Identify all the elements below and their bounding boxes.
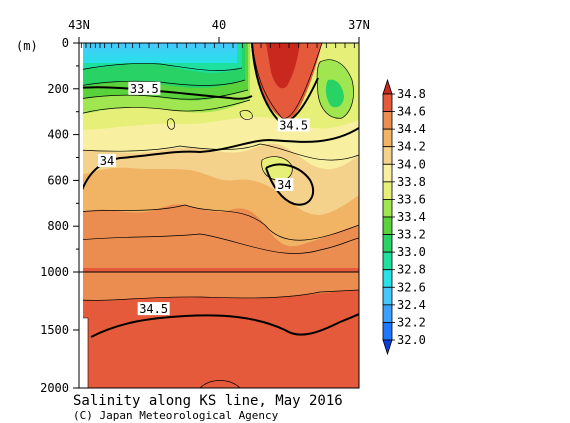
colorbar-band [382,128,393,148]
colorbar-label: 34.8 [397,87,426,101]
colorbar-band [382,93,393,112]
colorbar-label: 33.0 [397,245,426,259]
contour-33.5 [79,86,253,100]
colorbar-band [382,269,393,288]
x-tick-label: 43N [68,18,90,32]
contour-thin [79,289,359,301]
contour-thin [79,89,249,100]
contour-label-bg [277,118,310,132]
station-ticks [80,43,355,48]
colorbar-label: 34.6 [397,105,426,119]
contour-thin [79,204,359,241]
contour-label-bg [275,177,294,191]
contour-thin [79,233,359,254]
colorbar-band [382,216,393,235]
contour-label: 34.5 [279,118,308,132]
colorbar-band [382,181,393,200]
colorbar-band [382,199,393,218]
y-tick-label: 200 [47,82,69,96]
fill-eddy-right-core [325,79,344,108]
y-tick-label: 400 [47,128,69,142]
y-axis-unit-label: (m) [16,39,38,53]
colorbar-label: 34.4 [397,122,426,136]
colorbar-label: 34.0 [397,157,426,171]
colorbar-label: 32.0 [397,333,426,347]
contour-thin [199,380,241,388]
contour-label: 34 [100,154,114,168]
contour-label: 33.5 [130,82,159,96]
contour-34.5-deep [90,313,359,338]
y-axis: 0 200 400 600 800 1000 1500 2000 [40,36,79,395]
contour-thin [261,156,293,181]
contour-label-bg [128,81,161,95]
x-tick-label: 40 [212,18,226,32]
colorbar-label: 32.4 [397,298,426,312]
contour-thin [167,118,175,130]
colorbar-label: 33.2 [397,228,426,242]
colorbar-band [382,111,393,130]
contour-thin [239,110,253,120]
y-tick-label: 800 [47,219,69,233]
y-tick-label: 2000 [40,381,69,395]
x-axis: 43N 40 37N [68,18,370,43]
contour-label: 34 [277,178,291,192]
contour-label: 34.5 [139,302,168,316]
colorbar-band [382,234,393,253]
contour-lines-thin [79,43,359,388]
contour-label-bg [137,302,170,316]
colorbar-label: 32.6 [397,280,426,294]
colorbar-upper-arrow [382,78,393,95]
chart-title: Salinity along KS line, May 2016 [73,393,343,409]
fill-34.4-below [79,272,359,301]
y-tick-label: 0 [62,36,69,50]
colorbar: 34.8 34.6 34.4 34.2 34.0 33.8 33.6 33.4 33.2 33.0… [382,78,426,356]
y-tick-label: 1500 [40,323,69,337]
contour-labels: 33.5 34.5 34 34 34.5 [98,81,310,316]
no-data-mask-left [79,43,83,388]
x-tick-label: 37N [348,18,370,32]
contour-thin [251,43,323,119]
colorbar-band [382,322,393,341]
chart-credit: (C) Japan Meteorological Agency [73,409,279,422]
colorbar-label: 33.6 [397,192,426,206]
colorbar-label: 32.8 [397,263,426,277]
colorbar-band [382,251,393,271]
colorbar-band [382,304,393,323]
colorbar-label: 33.4 [397,210,426,224]
y-tick-label: 1000 [40,265,69,279]
colorbar-band [382,163,393,183]
contour-thin [79,63,243,71]
fill-warm-core-inner [266,43,300,89]
colorbar-band [382,146,393,165]
colorbar-lower-arrow [382,339,393,356]
colorbar-label: 34.2 [397,140,426,154]
colorbar-label: 33.8 [397,175,426,189]
contour-label-bg [98,153,116,167]
y-tick-label: 600 [47,173,69,187]
colorbar-label: 32.2 [397,315,426,329]
contour-thin [79,99,251,115]
contour-thin [316,59,354,119]
colorbar-band [382,286,393,306]
section-field [79,43,359,388]
contour-34-eddy [265,163,315,206]
